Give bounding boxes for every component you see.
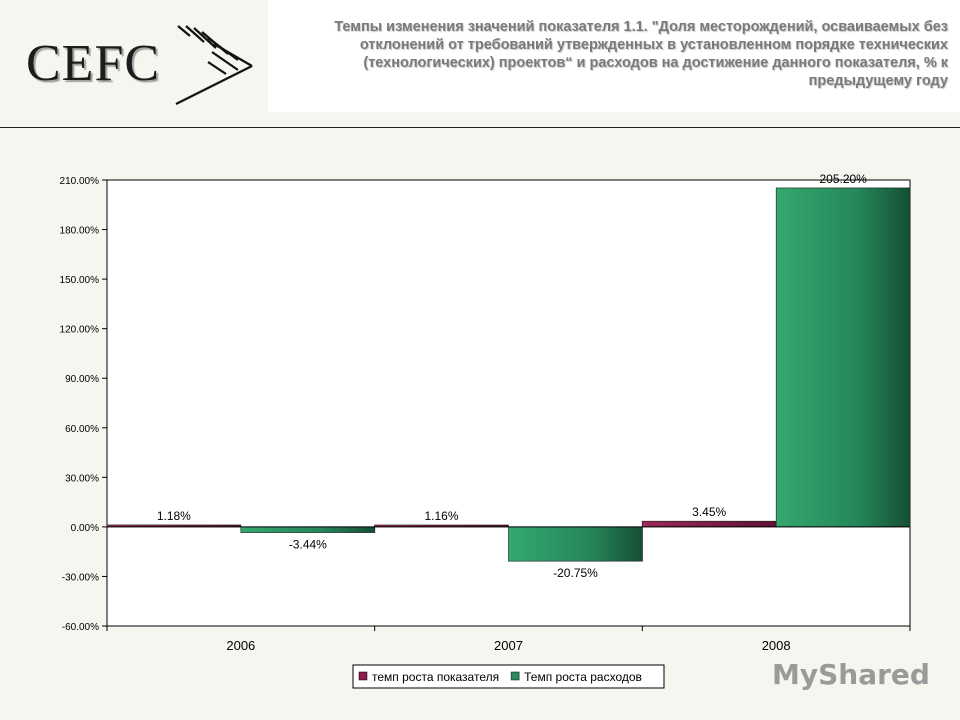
legend-label: темп роста показателя [372,670,499,684]
y-tick-label: 180.00% [60,226,100,237]
x-tick-label: 2008 [762,638,791,653]
data-label: 1.16% [424,509,458,523]
data-label: -20.75% [553,566,598,580]
header-divider [0,127,960,128]
data-label: -3.44% [289,538,327,552]
bar-expenses [775,187,911,528]
legend: темп роста показателя Темп роста расходов [352,664,665,689]
legend-box [352,664,665,689]
bar-expenses [508,526,643,562]
logo-stripes-icon [175,25,253,105]
y-tick-label: 30.00% [65,473,99,484]
bars: 1.18% -3.44% 1.16% -20.75% 3.45% 205.20% [106,172,911,580]
watermark: MyShared [772,658,930,691]
slide-title: Темпы изменения значений показателя 1.1.… [334,19,948,89]
watermark-suffix: Shared [818,658,930,691]
data-label: 1.18% [157,509,191,523]
logo-text: CEFC [26,35,161,92]
y-tick-label: 90.00% [65,374,99,385]
y-tick-label: -30.00% [62,572,99,583]
data-label: 205.20% [819,172,867,186]
x-tick-label: 2006 [226,638,255,653]
legend-swatch [358,671,368,681]
y-tick-label: 60.00% [65,424,99,435]
legend-swatch [510,671,520,681]
y-tick-label: 150.00% [60,275,100,286]
bar-indicator [641,520,777,528]
watermark-prefix: My [772,658,819,691]
x-axis: 2006 2007 2008 [106,626,911,653]
bar-chart: -60.00% -30.00% 0.00% 30.00% 60.00% 90.00% 120… [60,172,911,689]
x-tick-label: 2007 [494,638,523,653]
y-axis: -60.00% -30.00% 0.00% 30.00% 60.00% 90.00% 120… [60,176,107,633]
y-tick-label: 0.00% [71,523,99,534]
y-tick-label: -60.00% [62,622,99,633]
data-label: 3.45% [692,505,726,519]
legend-label: Темп роста расходов [524,670,642,684]
title-panel: Темпы изменения значений показателя 1.1.… [268,0,960,112]
bar-expenses [240,526,376,533]
y-tick-label: 210.00% [60,176,100,187]
logo-area: CEFC [0,0,268,112]
y-tick-label: 120.00% [60,325,100,336]
